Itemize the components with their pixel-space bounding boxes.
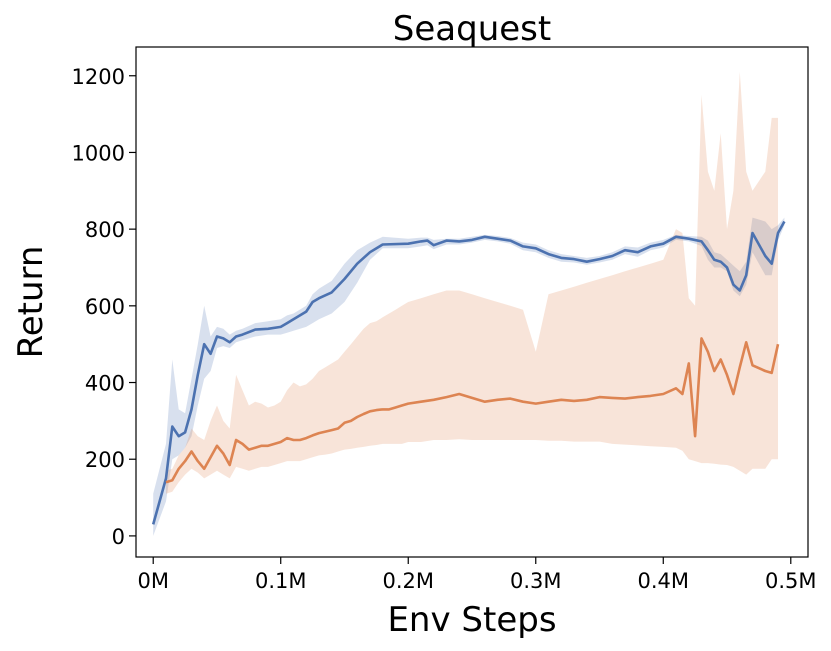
plot-frame bbox=[135, 46, 809, 558]
x-tick-label: 0.2M bbox=[382, 569, 434, 593]
y-tick-label: 400 bbox=[85, 372, 125, 396]
x-tick-label: 0.4M bbox=[638, 569, 690, 593]
y-axis-label: Return bbox=[11, 246, 51, 359]
y-tick-label: 1200 bbox=[72, 65, 125, 89]
y-tick-label: 600 bbox=[85, 295, 125, 319]
series-1-band bbox=[153, 217, 785, 536]
series-2-line bbox=[165, 337, 780, 484]
series-2-band bbox=[166, 71, 778, 494]
y-tick-label: 1000 bbox=[72, 141, 125, 165]
confidence-bands bbox=[153, 71, 785, 536]
y-axis-ticks: 0 200 400 600 800 1000 1200 bbox=[72, 65, 136, 549]
x-axis-ticks: 0M 0.1M 0.2M 0.3M 0.4M 0.5M bbox=[137, 557, 817, 593]
x-tick-label: 0.3M bbox=[510, 569, 562, 593]
chart-title: Seaquest bbox=[393, 9, 551, 49]
x-tick-label: 0.1M bbox=[255, 569, 307, 593]
y-tick-label: 800 bbox=[85, 218, 125, 242]
y-tick-label: 0 bbox=[112, 525, 125, 549]
series-lines bbox=[151, 220, 786, 525]
x-tick-label: 0M bbox=[137, 569, 168, 593]
x-axis-label: Env Steps bbox=[387, 600, 556, 640]
x-tick-label: 0.5M bbox=[765, 569, 817, 593]
series-1-line bbox=[151, 220, 786, 525]
y-tick-label: 200 bbox=[85, 448, 125, 472]
